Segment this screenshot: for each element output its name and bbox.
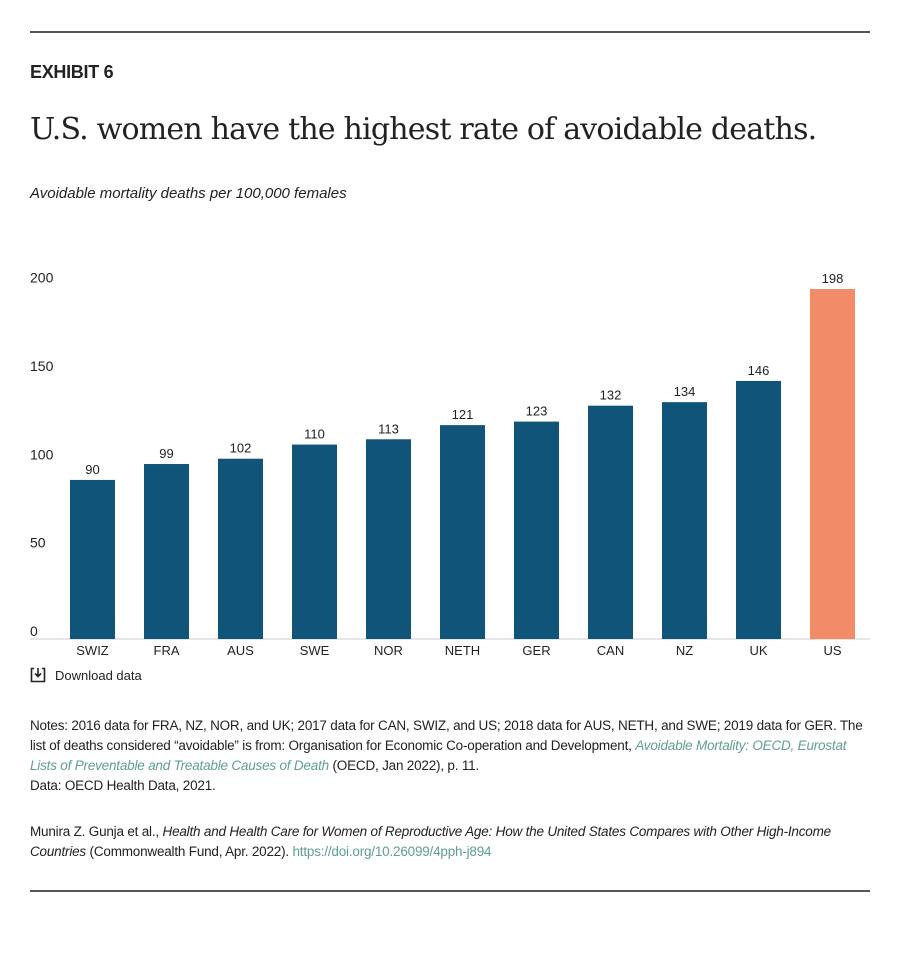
y-tick-label: 200: [30, 270, 54, 286]
y-tick-label: 150: [30, 358, 54, 374]
x-tick-label: SWIZ: [76, 643, 109, 658]
bar-us: [810, 289, 855, 639]
x-tick-label: FRA: [154, 643, 180, 658]
bar-chart: 0 50 100 150 200 90 SWIZ 99 FRA 102 AUS 110 SWE 113 NO…: [30, 270, 870, 658]
citation-work: Health and Health Care for Women of Repr…: [30, 824, 831, 859]
data-source: Data: OECD Health Data, 2021.: [30, 778, 216, 793]
x-tick-label: NZ: [676, 643, 693, 658]
data-label: 134: [674, 384, 696, 399]
bar-nor: [366, 439, 411, 639]
x-tick-label: SWE: [300, 643, 330, 658]
bar-neth: [440, 425, 485, 639]
data-label: 110: [304, 427, 325, 442]
top-rule: [30, 31, 870, 33]
download-icon: [30, 667, 46, 683]
bar-swiz: [70, 479, 115, 639]
x-tick-label: US: [823, 643, 841, 658]
x-tick-label: NOR: [374, 643, 403, 658]
y-tick-label: 50: [30, 535, 46, 551]
y-tick-label: 100: [30, 446, 54, 462]
notes-text-end: (OECD, Jan 2022), p. 11.: [328, 758, 480, 773]
data-label: 123: [526, 404, 548, 419]
data-label: 99: [159, 446, 173, 461]
data-label: 121: [452, 407, 474, 422]
x-tick-label: AUS: [227, 643, 254, 658]
bar-fra: [144, 464, 189, 639]
citation: Munira Z. Gunja et al., Health and Healt…: [30, 822, 875, 862]
x-tick-label: CAN: [597, 643, 624, 658]
citation-publisher: (Commonwealth Fund, Apr. 2022).: [85, 844, 293, 859]
download-data-button[interactable]: Download data: [30, 667, 142, 683]
notes: Notes: 2016 data for FRA, NZ, NOR, and U…: [30, 716, 875, 796]
doi-link[interactable]: https://doi.org/10.26099/4pph-j894: [292, 844, 492, 859]
bar-can: [588, 405, 633, 639]
y-tick-label: 0: [30, 623, 38, 639]
oecd-source-link[interactable]: Avoidable Mortality: OECD, Eurostat List…: [30, 738, 847, 773]
x-tick-label: GER: [522, 643, 550, 658]
bar-nz: [662, 402, 707, 639]
chart-title: U.S. women have the highest rate of avoi…: [30, 112, 817, 147]
bar-ger: [514, 421, 559, 639]
data-label: 102: [230, 441, 252, 456]
exhibit-label: EXHIBIT 6: [30, 62, 114, 82]
data-label: 198: [822, 271, 844, 286]
data-label: 132: [600, 388, 622, 403]
download-data-label: Download data: [55, 667, 142, 683]
data-label: 146: [748, 363, 770, 378]
bar-aus: [218, 458, 263, 639]
x-tick-label: NETH: [445, 643, 480, 658]
bar-swe: [292, 444, 337, 639]
data-label: 113: [378, 421, 399, 436]
data-label: 90: [85, 462, 99, 477]
chart-subtitle: Avoidable mortality deaths per 100,000 f…: [30, 185, 347, 202]
citation-authors: Munira Z. Gunja et al.,: [30, 824, 163, 839]
bottom-rule: [30, 890, 870, 892]
bar-uk: [736, 380, 781, 639]
x-tick-label: UK: [749, 643, 767, 658]
notes-text: Notes: 2016 data for FRA, NZ, NOR, and U…: [30, 718, 863, 753]
